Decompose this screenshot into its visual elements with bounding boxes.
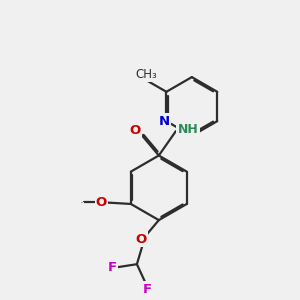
Text: O: O	[96, 196, 107, 209]
Text: O: O	[129, 124, 140, 136]
Text: N: N	[158, 115, 169, 128]
Text: CH₃: CH₃	[135, 68, 157, 81]
Text: O: O	[136, 233, 147, 246]
Text: F: F	[108, 261, 117, 274]
Text: NH: NH	[178, 124, 198, 136]
Text: O: O	[96, 196, 107, 209]
Text: F: F	[142, 283, 152, 296]
Text: OCH₃: OCH₃	[81, 202, 84, 203]
